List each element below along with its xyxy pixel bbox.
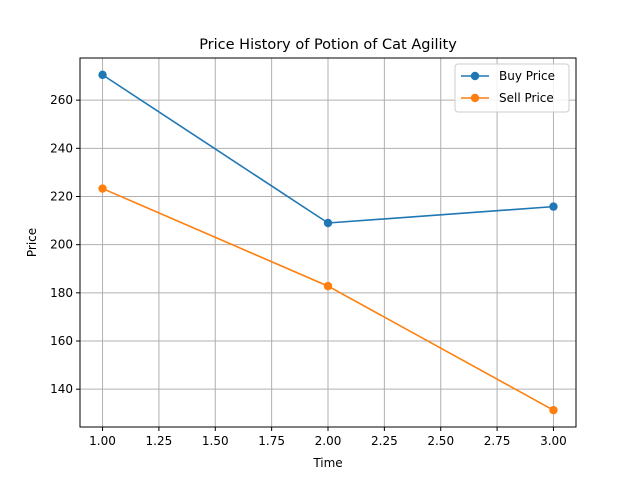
legend-buy-price-marker <box>470 71 480 81</box>
legend-sell-price-marker <box>470 93 480 103</box>
y-tick-label: 220 <box>50 189 73 203</box>
x-tick-label: 2.00 <box>315 434 342 448</box>
chart-title: Price History of Potion of Cat Agility <box>199 37 457 53</box>
legend-sell-price-label: Sell Price <box>499 91 554 105</box>
buy-price-point <box>98 70 107 80</box>
sell-price-point <box>98 184 107 193</box>
x-axis-label: Time <box>312 456 342 470</box>
x-tick-label: 2.25 <box>371 434 398 448</box>
x-tick-label: 1.25 <box>146 434 173 448</box>
sell-price-point <box>323 281 333 291</box>
x-tick-label: 1.50 <box>202 434 229 448</box>
legend: Buy Price Sell Price <box>454 63 570 113</box>
buy-price-point <box>323 218 333 228</box>
grid-lines <box>80 58 576 427</box>
axis-ticks: 1.00 1.25 1.50 1.75 2.00 2.25 2.50 2.75 3.00 140 1… <box>50 93 567 448</box>
sell-price-point <box>549 405 558 415</box>
x-tick-label: 3.00 <box>540 434 567 448</box>
y-tick-label: 160 <box>50 334 73 348</box>
x-tick-label: 1.00 <box>89 434 116 448</box>
x-tick-label: 2.50 <box>427 434 454 448</box>
legend-buy-price-label: Buy Price <box>499 69 555 83</box>
y-tick-label: 260 <box>50 93 73 107</box>
y-tick-label: 200 <box>50 238 73 252</box>
y-axis-label: Price <box>25 228 39 257</box>
y-tick-label: 180 <box>50 286 73 300</box>
y-tick-label: 140 <box>50 382 73 396</box>
plot-series <box>98 70 558 415</box>
x-tick-label: 1.75 <box>258 434 285 448</box>
buy-price-series <box>98 70 558 228</box>
buy-price-point <box>549 202 558 211</box>
sell-price-series <box>98 184 558 415</box>
x-tick-label: 2.75 <box>484 434 511 448</box>
y-tick-label: 240 <box>50 141 73 155</box>
